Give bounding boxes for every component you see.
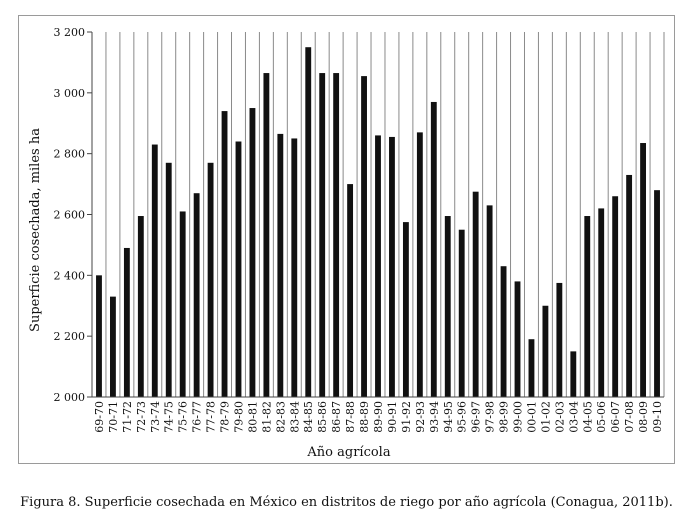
chart-frame: 2 000 2 200 2 400 2 600 2 800 3 000 3 200 69-7… xyxy=(18,15,675,464)
bar-97-98 xyxy=(486,205,493,397)
x-tick-label: 74-75 xyxy=(163,401,176,433)
x-tick-label: 88-89 xyxy=(358,401,371,433)
x-tick-label: 99-00 xyxy=(512,401,525,433)
bars-layer xyxy=(96,47,660,398)
x-tick-label: 03-04 xyxy=(567,401,580,433)
x-tick-label: 08-09 xyxy=(637,401,650,433)
x-tick-label: 07-08 xyxy=(623,401,636,433)
bar-00-01 xyxy=(528,339,535,397)
x-tick-label: 70-71 xyxy=(107,401,120,433)
x-tick-label: 96-97 xyxy=(470,401,483,433)
bar-84-85 xyxy=(305,47,312,397)
x-tick-label: 04-05 xyxy=(581,401,594,433)
bar-04-05 xyxy=(584,216,591,397)
bar-08-09 xyxy=(640,143,647,397)
bar-70-71 xyxy=(109,296,116,397)
x-tick-label: 71-72 xyxy=(121,401,134,433)
bar-73-74 xyxy=(151,144,158,397)
x-tick-label: 95-96 xyxy=(456,401,469,433)
y-tick-label: 2 400 xyxy=(54,269,86,282)
x-tick-label: 97-98 xyxy=(484,401,497,433)
bar-81-82 xyxy=(263,73,270,397)
x-tick-label: 93-94 xyxy=(428,401,441,433)
bar-93-94 xyxy=(430,101,437,397)
x-tick-label: 89-90 xyxy=(372,401,385,433)
bar-69-70 xyxy=(96,275,102,397)
x-tick-label: 98-99 xyxy=(498,401,511,433)
x-tick-label: 02-03 xyxy=(553,401,566,433)
bar-91-92 xyxy=(402,222,409,397)
bar-06-07 xyxy=(612,196,619,397)
bar-74-75 xyxy=(165,162,172,397)
x-tick-label: 01-02 xyxy=(539,401,552,433)
bar-09-10 xyxy=(654,190,660,397)
x-tick-label: 80-81 xyxy=(246,401,259,433)
x-tick-label: 85-86 xyxy=(316,401,329,433)
x-tick-label: 84-85 xyxy=(302,401,315,433)
bar-05-06 xyxy=(598,208,605,397)
bar-03-04 xyxy=(570,351,577,397)
bar-78-79 xyxy=(221,111,228,397)
bar-89-90 xyxy=(375,135,381,397)
bar-80-81 xyxy=(249,108,256,398)
bar-87-88 xyxy=(347,184,354,397)
x-tick-label: 72-73 xyxy=(135,401,148,433)
y-axis-title: Superficie cosechada, miles ha xyxy=(28,128,43,332)
y-tick-label: 2 000 xyxy=(54,391,86,404)
y-tick-label: 2 200 xyxy=(54,330,86,343)
x-tick-label: 78-79 xyxy=(219,401,232,433)
bar-92-93 xyxy=(416,132,423,397)
bar-96-97 xyxy=(472,191,479,397)
x-tick-label: 69-70 xyxy=(93,401,106,433)
x-axis-title: Año agrícola xyxy=(306,445,390,460)
bar-79-80 xyxy=(235,141,242,397)
bar-95-96 xyxy=(458,229,465,397)
bar-98-99 xyxy=(500,266,507,397)
bar-75-76 xyxy=(179,211,186,397)
bar-99-00 xyxy=(514,281,521,397)
y-tick-label: 3 000 xyxy=(54,87,86,100)
bar-01-02 xyxy=(542,305,549,397)
bar-86-87 xyxy=(333,73,340,397)
bar-82-83 xyxy=(277,133,284,397)
grid-layer xyxy=(91,32,665,397)
bar-90-91 xyxy=(389,136,395,397)
y-tick-label: 2 800 xyxy=(54,148,86,161)
x-tick-label: 90-91 xyxy=(386,401,399,433)
bar-94-95 xyxy=(444,216,451,397)
x-tick-label: 92-93 xyxy=(414,401,427,433)
x-tick-label: 87-88 xyxy=(344,401,357,433)
bar-72-73 xyxy=(137,216,144,397)
x-tick-label: 05-06 xyxy=(595,401,608,433)
bar-83-84 xyxy=(291,138,298,397)
bar-88-89 xyxy=(361,76,367,397)
x-tick-label: 09-10 xyxy=(651,401,664,433)
bar-77-78 xyxy=(207,162,214,397)
chart-svg: 2 000 2 200 2 400 2 600 2 800 3 000 3 200 69-7… xyxy=(28,26,665,460)
y-tick-label: 2 600 xyxy=(54,209,86,222)
x-tick-label: 81-82 xyxy=(260,401,273,433)
x-tick-label: 86-87 xyxy=(330,401,343,433)
x-tick-label: 77-78 xyxy=(205,401,218,433)
x-tick-label: 73-74 xyxy=(149,401,162,433)
x-tick-label: 00-01 xyxy=(525,401,538,433)
x-tick-label: 79-80 xyxy=(232,401,245,433)
y-tick-labels: 2 000 2 200 2 400 2 600 2 800 3 000 3 200 xyxy=(54,26,92,404)
bar-85-86 xyxy=(319,73,326,397)
x-tick-label: 75-76 xyxy=(177,401,190,433)
x-tick-label: 83-84 xyxy=(288,401,301,433)
x-tick-label: 91-92 xyxy=(400,401,413,433)
bar-71-72 xyxy=(123,247,130,397)
figure-caption: Figura 8. Superficie cosechada en México… xyxy=(20,495,673,510)
bar-02-03 xyxy=(556,282,563,397)
y-tick-label: 3 200 xyxy=(54,26,86,39)
bar-76-77 xyxy=(193,193,200,397)
x-tick-label: 82-83 xyxy=(274,401,287,433)
x-tick-labels: 69-70 70-71 71-72 72-73 73-74 74-75 75-76 76-77… xyxy=(93,401,664,433)
x-tick-label: 06-07 xyxy=(609,401,622,433)
x-tick-label: 94-95 xyxy=(442,401,455,433)
x-tick-label: 76-77 xyxy=(191,401,204,433)
bar-07-08 xyxy=(626,174,633,397)
